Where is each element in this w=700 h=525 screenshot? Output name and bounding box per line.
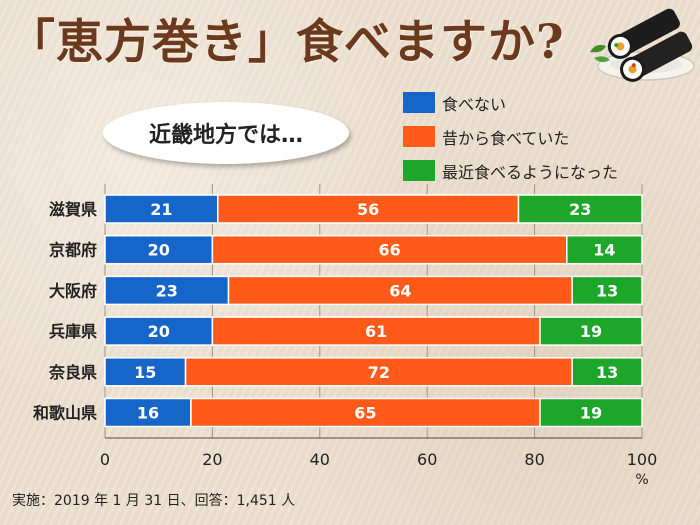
data-label: 20 (148, 322, 170, 341)
category-label: 奈良県 (48, 363, 97, 382)
legend-label: 最近食べるようになった (442, 162, 619, 182)
category-label: 京都府 (49, 241, 97, 260)
data-label: 23 (156, 281, 178, 300)
bar-segment (211, 316, 541, 346)
data-label: 66 (378, 241, 400, 260)
bar-segment (217, 194, 520, 224)
region-label: 近畿地方では… (103, 102, 349, 164)
ehomaki-sushi-roll-plate-icon (590, 8, 695, 82)
x-unit-label: % (635, 472, 648, 488)
legend-swatch (403, 92, 435, 113)
legend-item: 最近食べるようになった (403, 159, 618, 182)
bar-segment (539, 316, 643, 346)
data-label: 13 (596, 363, 618, 382)
data-label: 72 (368, 363, 390, 382)
legend-label: 食べない (442, 94, 507, 114)
survey-footnote: 実施：2019 年 1 月 31 日、回答：1,451 人 (12, 493, 296, 509)
legend-item: 食べない (403, 91, 618, 114)
data-label: 64 (389, 281, 411, 300)
bar-segment (571, 275, 643, 306)
data-label: 19 (580, 322, 602, 341)
data-label: 56 (357, 200, 379, 219)
bar-segment (566, 234, 643, 265)
legend-item: 昔から食べていた (403, 125, 618, 148)
legend: 食べない 昔から食べていた 最近食べるようになった (403, 91, 618, 193)
data-label: 16 (137, 404, 159, 423)
bar-segment (571, 357, 643, 387)
data-label: 65 (354, 404, 376, 423)
category-label: 和歌山県 (33, 404, 97, 423)
data-label: 21 (150, 200, 172, 219)
chart-title: 「恵方巻き」食べますか? (8, 15, 565, 70)
category-label: 滋賀県 (49, 200, 97, 219)
data-label: 13 (596, 281, 618, 300)
data-label: 61 (365, 322, 387, 341)
bar-segment (190, 397, 541, 428)
bar-segment (539, 397, 643, 428)
data-label: 23 (569, 200, 591, 219)
bar-segment (517, 194, 643, 224)
legend-swatch (403, 126, 435, 147)
x-tick-label: 40 (310, 450, 330, 469)
data-label: 14 (593, 241, 615, 260)
data-label: 15 (134, 363, 156, 382)
category-label: 兵庫県 (49, 322, 97, 341)
data-label: 19 (580, 404, 602, 423)
x-tick-label: 60 (417, 450, 437, 469)
x-tick-label: 100 (627, 450, 658, 469)
bar-segment (184, 357, 573, 387)
x-tick-label: 80 (524, 450, 544, 469)
legend-swatch (403, 160, 435, 181)
bar-segment (227, 275, 573, 306)
data-label: 20 (148, 241, 170, 260)
legend-label: 昔から食べていた (442, 128, 570, 148)
x-tick-label: 0 (100, 450, 110, 469)
category-label: 大阪府 (49, 281, 97, 300)
x-tick-label: 20 (202, 450, 222, 469)
bar-segment (104, 194, 219, 224)
